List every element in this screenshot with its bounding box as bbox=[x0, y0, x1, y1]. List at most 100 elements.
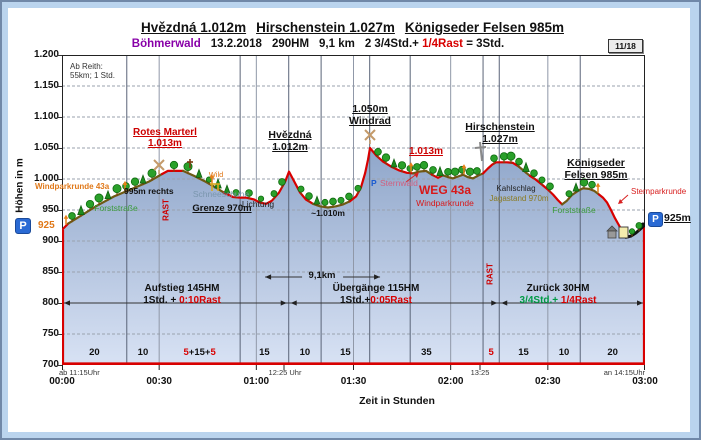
tree-icon bbox=[94, 193, 104, 203]
tree-icon bbox=[337, 196, 345, 204]
segment-minutes-label: 5 bbox=[488, 347, 494, 358]
x-axis-tick-label: 01:00 bbox=[243, 376, 270, 387]
grenze-label: Grenze 970m bbox=[192, 203, 252, 214]
conifer-icon bbox=[223, 184, 231, 194]
route-line bbox=[161, 169, 185, 176]
label-pointer-arrow bbox=[414, 172, 419, 178]
chart-title: Hvězdná 1.012m Hirschenstein 1.027m Königs… bbox=[2, 20, 699, 35]
y-tick-mark bbox=[57, 210, 62, 211]
tree-icon bbox=[245, 189, 253, 197]
aufstieg-time-rast: 0:10Rast bbox=[179, 295, 221, 306]
segment-minutes-label: 10 bbox=[558, 347, 570, 358]
start-time-note: ab 11:15Uhr bbox=[59, 368, 100, 377]
x-axis-tick-label: 01:30 bbox=[340, 376, 367, 387]
zurueck-time-green: 3/4Std.+ bbox=[519, 295, 561, 306]
end-time-note: an 14:15Uhr bbox=[603, 368, 645, 377]
y-axis-tick-label: 750 bbox=[42, 328, 59, 339]
y-tick-mark bbox=[57, 272, 62, 273]
subtitle-region: Böhmerwald bbox=[131, 38, 201, 50]
tree-icon bbox=[183, 162, 193, 172]
ab-reith-note: Ab Reith: 55km; 1 Std. bbox=[70, 62, 115, 80]
x-axis-title: Zeit in Stunden bbox=[359, 395, 435, 407]
parking-icon-start: P bbox=[15, 218, 31, 234]
x-axis-tick-label: 03:00 bbox=[632, 376, 658, 387]
weg-43a-label: WEG 43a bbox=[418, 183, 472, 197]
tree-icon bbox=[538, 176, 546, 184]
tree-icon bbox=[490, 154, 498, 163]
end-elevation-label: 925m bbox=[664, 212, 691, 224]
tree-icon bbox=[406, 164, 414, 172]
y-tick-mark bbox=[57, 55, 62, 56]
mid-time-note-1: 12:25 Uhr bbox=[268, 368, 302, 377]
tree-icon bbox=[429, 166, 437, 174]
y-axis-tick-label: 1.000 bbox=[33, 173, 59, 184]
tree-icon bbox=[345, 192, 353, 201]
hut-icon bbox=[607, 230, 617, 239]
tree-icon bbox=[374, 148, 382, 156]
windparkrunde-label-2: Windparkrunde bbox=[416, 198, 474, 208]
conifer-icon bbox=[195, 168, 203, 178]
y-axis-tick-label: 1.200 bbox=[33, 49, 59, 60]
tree-icon bbox=[257, 195, 265, 202]
hut-icon bbox=[618, 226, 629, 239]
tree-icon bbox=[112, 184, 122, 194]
uebergaenge-time-rast: 0:05Rast bbox=[370, 295, 412, 306]
route-marker-arrow-icon bbox=[408, 162, 414, 167]
tree-icon bbox=[130, 177, 140, 186]
route-marker-arrow-icon bbox=[461, 164, 467, 169]
x-axis-tick-label: 00:00 bbox=[49, 376, 75, 387]
tree-icon bbox=[232, 189, 240, 197]
dimension-arrowhead bbox=[280, 300, 287, 306]
rast-label-1: RAST bbox=[161, 199, 171, 221]
y-tick-mark bbox=[57, 303, 62, 304]
route-marker-arrow-icon bbox=[63, 214, 69, 219]
dimension-arrowhead bbox=[290, 300, 297, 306]
conifer-icon bbox=[572, 182, 580, 192]
rotes-marterl-label: Rotes Marterl 1.013m bbox=[133, 127, 197, 150]
subtitle-km: 9,1 km bbox=[319, 38, 355, 50]
uebergaenge-label: Übergänge 115HM bbox=[332, 283, 420, 294]
sternparkrunde-label: Sternparkrunde bbox=[631, 187, 687, 196]
conifer-icon bbox=[104, 189, 112, 200]
y-axis-tick-label: 1.150 bbox=[33, 80, 59, 91]
y-axis-tick-label: 900 bbox=[42, 235, 59, 246]
route-line bbox=[528, 174, 564, 206]
dimension-arrowhead bbox=[491, 300, 498, 306]
kahlschlag-label: Kahlschlag bbox=[496, 184, 536, 193]
distance-label: 9,1km bbox=[308, 270, 336, 281]
tree-icon bbox=[147, 168, 157, 178]
tree-icon bbox=[305, 192, 313, 200]
route-line bbox=[430, 173, 444, 179]
dimension-arrowhead bbox=[501, 300, 508, 306]
y-axis-tick-label: 1.100 bbox=[33, 111, 59, 122]
aufstieg-time: 1Std. + 0:10Rast bbox=[143, 295, 221, 306]
tree-icon bbox=[546, 182, 554, 191]
subtitle-rast: 1/4Rast bbox=[422, 38, 463, 50]
tree-icon bbox=[419, 161, 429, 170]
sternwald-p-letter: P bbox=[371, 178, 377, 188]
wild-label: Wild bbox=[208, 170, 224, 179]
segment-minutes-label: 15 bbox=[518, 347, 529, 358]
x-axis-tick-label: 00:30 bbox=[146, 376, 172, 387]
tree-icon bbox=[588, 180, 596, 189]
tree-icon bbox=[579, 178, 589, 187]
tree-icon bbox=[530, 169, 538, 177]
tree-icon bbox=[515, 157, 523, 166]
x-axis-tick-label: 02:00 bbox=[437, 376, 464, 387]
tree-icon bbox=[278, 178, 286, 186]
y-axis-tick-label: 1.050 bbox=[33, 142, 59, 153]
label-pointer-arrow bbox=[618, 199, 623, 204]
tree-icon bbox=[450, 167, 460, 176]
zurueck-label: Zurück 30HM bbox=[526, 283, 590, 294]
y-tick-mark bbox=[57, 148, 62, 149]
lichtung-label: Lichtung bbox=[241, 199, 275, 209]
x-axis-tick-label: 02:30 bbox=[535, 376, 561, 387]
wind-turbine-icon bbox=[153, 159, 165, 171]
tree-icon bbox=[628, 228, 636, 235]
dimension-arrowhead bbox=[265, 274, 272, 280]
aufstieg-time-black: 1Std. + bbox=[143, 295, 180, 306]
page-badge: 11/18 bbox=[608, 39, 643, 53]
spot-995m-label: 995m rechts bbox=[124, 186, 174, 196]
tree-icon bbox=[354, 184, 362, 192]
